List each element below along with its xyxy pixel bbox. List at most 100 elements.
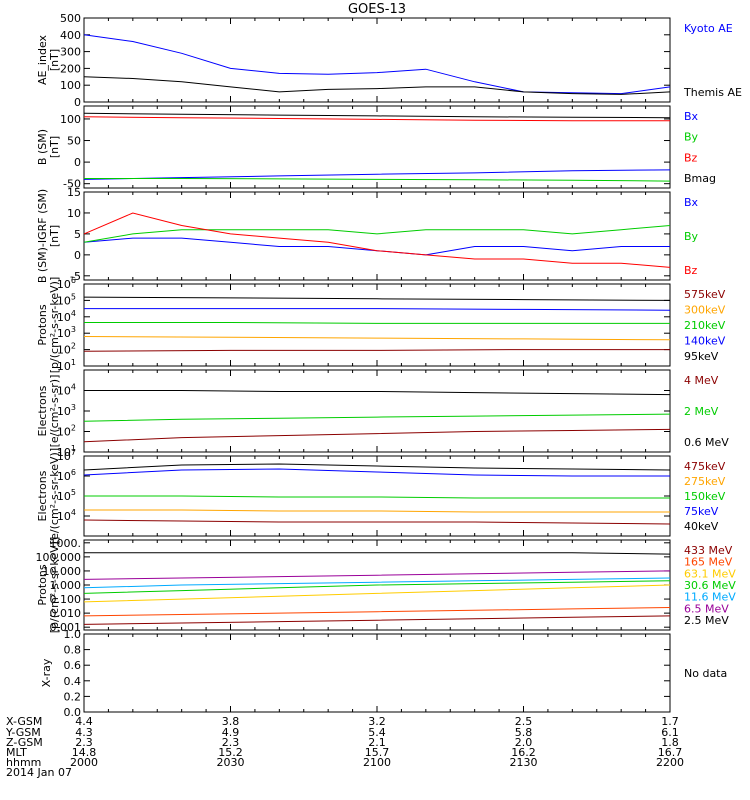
legend-label: 95keV xyxy=(684,350,719,363)
legend-label: Bmag xyxy=(684,172,716,185)
series-line-0-6-mev xyxy=(84,390,671,396)
y-axis-title: AE_index xyxy=(36,34,49,85)
y-tick-label: 0.8 xyxy=(64,644,82,657)
y-tick-label: 15 xyxy=(67,186,81,199)
y-tick-label: 0.4 xyxy=(64,675,82,688)
y-tick-label: 300 xyxy=(60,46,81,59)
series-line-140kev xyxy=(84,308,671,311)
y-tick-label: 500 xyxy=(60,12,81,25)
legend-label: Bx xyxy=(684,196,699,209)
y-tick-label: 0.2 xyxy=(64,690,82,703)
orbit-row-value: 2130 xyxy=(510,756,538,769)
series-line-by xyxy=(83,225,671,243)
legend-label: 75keV xyxy=(684,505,719,518)
series-line-475kev xyxy=(83,519,671,525)
panel-electrons_kev: 104 105 106 107 Electrons [e/(cm²-s-sr-keV)] 4… xyxy=(36,448,726,544)
panel-frame xyxy=(83,105,671,189)
y-tick-label: 1000. xyxy=(50,537,82,550)
y-axis-title: [p/(cm²-s-sr-keV)] xyxy=(48,277,61,374)
no-data-note: No data xyxy=(684,667,727,680)
orbit-row-value: 16.7 xyxy=(658,746,683,759)
panel-frame xyxy=(83,283,671,367)
orbit-row-value: 15.7 xyxy=(365,746,390,759)
panel-xray: 0.0 0.2 0.4 0.6 0.8 1.0 X-ray No data xyxy=(40,628,727,719)
orbit-row-value: 2000 xyxy=(70,756,98,769)
date-label: 2014 Jan 07 xyxy=(6,766,72,779)
y-tick-label: 10 xyxy=(67,207,81,220)
legend-label: Kyoto AE xyxy=(684,22,733,35)
series-line-bz xyxy=(83,212,671,268)
y-axis-title: [nT] xyxy=(48,136,61,158)
y-tick-label: 0.6 xyxy=(64,659,82,672)
series-line-40kev xyxy=(83,463,671,471)
legend-label: 150keV xyxy=(684,490,726,503)
orbit-row-value: 2.3 xyxy=(222,736,240,749)
legend-label: Themis AE xyxy=(683,86,742,99)
orbit-row-value: 2100 xyxy=(363,756,391,769)
series-line-4-mev xyxy=(83,428,671,443)
y-tick-label: 1.000 xyxy=(50,579,82,592)
legend-label: By xyxy=(684,131,699,144)
orbit-row-value: 2.3 xyxy=(75,736,93,749)
y-tick-label: 102 xyxy=(57,342,76,357)
y-tick-label: 103 xyxy=(57,325,76,340)
legend-label: 4 MeV xyxy=(684,374,719,387)
legend-label: 210keV xyxy=(684,319,726,332)
orbit-row-value: 2.0 xyxy=(515,736,533,749)
y-tick-label: 10.000 xyxy=(43,565,82,578)
orbit-row-value: 4.9 xyxy=(222,726,240,739)
orbit-row-value: 5.8 xyxy=(515,726,533,739)
y-axis-title: Electrons xyxy=(36,470,49,521)
y-tick-label: 200 xyxy=(60,62,81,75)
legend-label: Bz xyxy=(684,151,698,164)
y-tick-label: 0 xyxy=(74,156,81,169)
y-tick-label: 106 xyxy=(57,276,76,291)
orbit-row-value: 1.7 xyxy=(661,715,679,728)
y-axis-title: Protons xyxy=(36,304,49,345)
y-tick-label: 102 xyxy=(57,424,76,439)
series-line-bx xyxy=(83,169,671,180)
series-line-bmag xyxy=(83,112,671,119)
series-line-kyoto-ae xyxy=(83,34,671,95)
y-tick-label: 0.100 xyxy=(50,593,82,606)
figure-title: GOES-13 xyxy=(348,2,406,17)
legend-label: 2.5 MeV xyxy=(684,614,729,627)
series-line-433-mev xyxy=(83,615,671,625)
y-tick-label: 0.010 xyxy=(50,607,82,620)
y-tick-label: -50 xyxy=(63,178,81,191)
panel-frame xyxy=(83,369,671,453)
y-tick-label: 100.000 xyxy=(36,551,82,564)
y-axis-title: X-ray xyxy=(40,658,53,687)
series-line-themis-ae xyxy=(83,76,671,95)
y-tick-label: 101 xyxy=(57,358,76,373)
panel-bigrf: -5 0 5 10 15 B (SM)-IGRF (SM) [nT] Bx By Bz xyxy=(36,186,699,283)
orbit-row-label: MLT xyxy=(6,746,27,759)
legend-label: 300keV xyxy=(684,304,726,317)
y-axis-title: Protons xyxy=(36,564,49,605)
series-line-95kev xyxy=(83,296,671,301)
series-line-30-6-mev xyxy=(83,580,671,594)
series-line-300kev xyxy=(83,336,671,341)
orbit-row-value: 14.8 xyxy=(72,746,97,759)
series-line-2-mev xyxy=(83,413,671,422)
series-line-by xyxy=(84,178,671,182)
y-tick-label: 5 xyxy=(74,228,81,241)
legend-label: 11.6 MeV xyxy=(684,591,736,604)
orbit-row-value: 3.8 xyxy=(222,715,240,728)
orbit-row-label: Z-GSM xyxy=(6,736,43,749)
y-tick-label: 104 xyxy=(57,508,76,523)
y-tick-label: 107 xyxy=(57,448,76,463)
panel-ae: 0 100 200 300 400 500 AE_index [nT] Kyoto AE Them… xyxy=(36,12,742,109)
series-line-63-1-mev xyxy=(83,584,671,603)
legend-label: Bz xyxy=(684,264,698,277)
legend-label: Bx xyxy=(684,110,699,123)
y-tick-label: 50 xyxy=(67,135,81,148)
series-line-2-5-mev xyxy=(84,552,671,555)
orbit-row-value: 4.3 xyxy=(75,726,93,739)
legend-label: 275keV xyxy=(684,475,726,488)
legend-label: By xyxy=(684,230,699,243)
series-line-75kev xyxy=(83,468,670,477)
panel-frame xyxy=(83,17,671,103)
